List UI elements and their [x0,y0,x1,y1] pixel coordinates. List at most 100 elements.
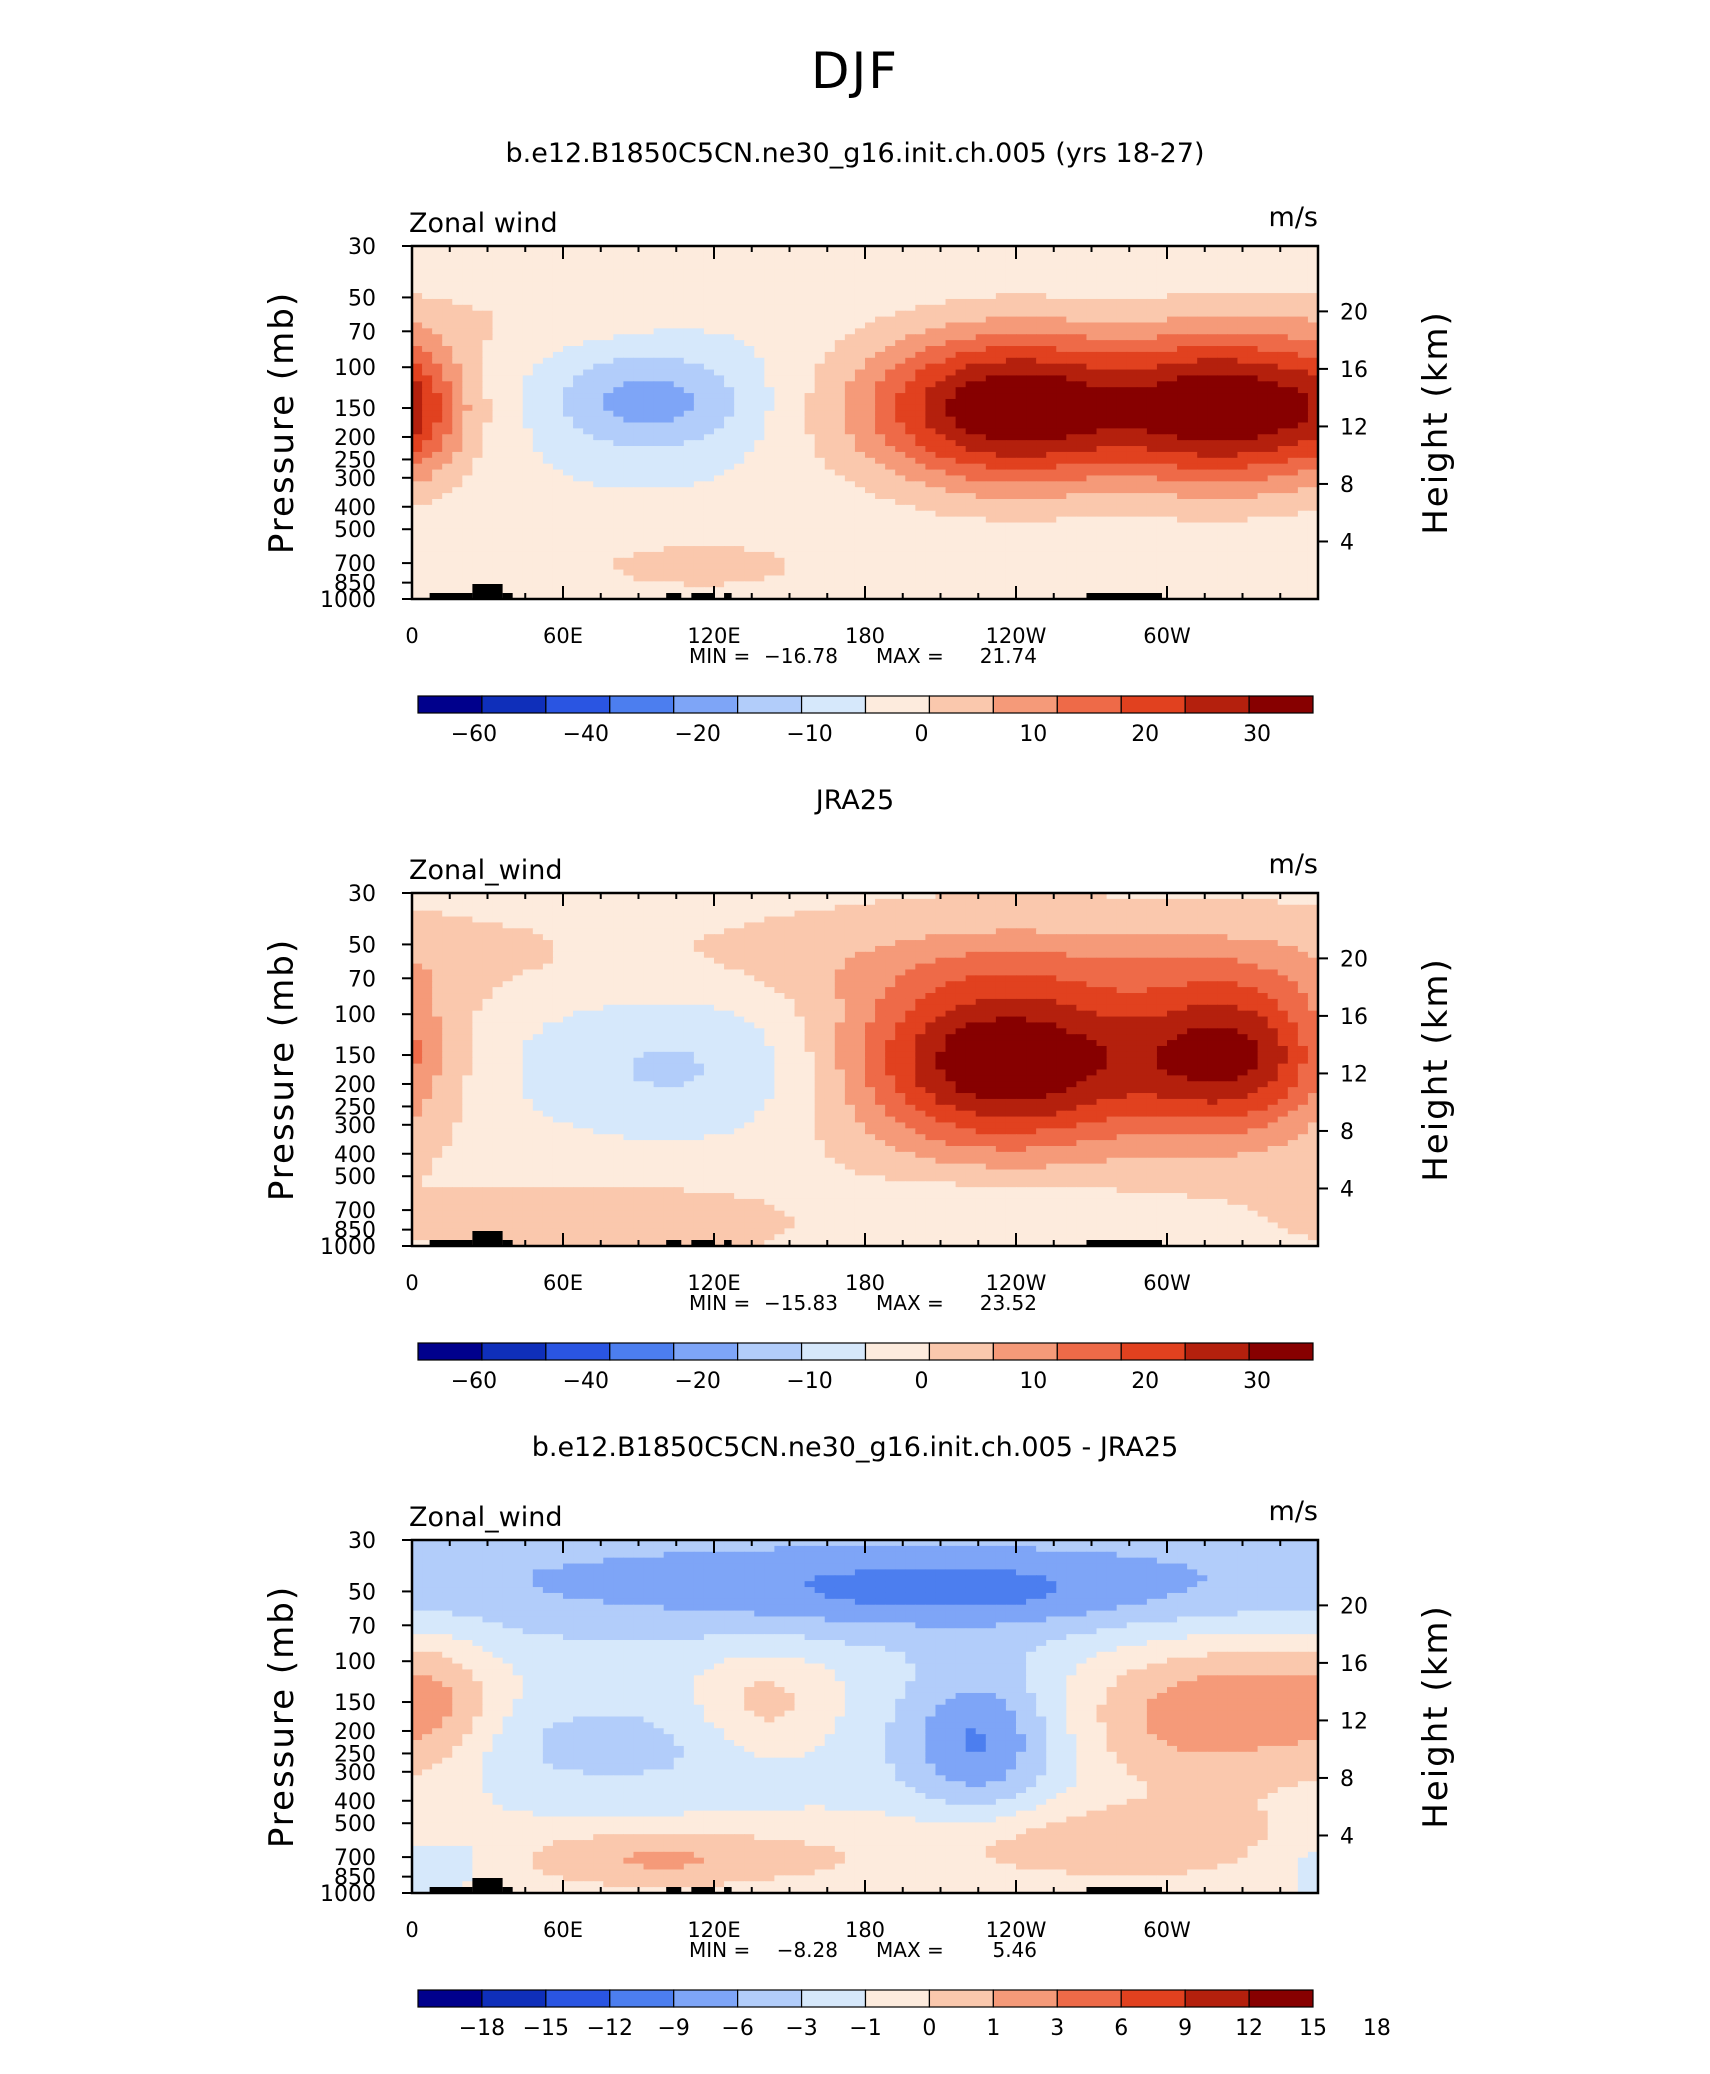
heatmap-cell [643,293,655,300]
heatmap-cell [643,387,655,394]
heatmap-cell [653,451,665,459]
heatmap-cell [764,363,775,371]
heatmap-cell [925,304,937,312]
heatmap-cell [1287,357,1299,365]
heatmap-cell [935,269,947,277]
heatmap-cell [542,351,554,359]
heatmap-cell [945,304,957,312]
heatmap-cell [1257,316,1269,324]
heatmap-cell [754,346,765,353]
heatmap-cell [915,487,926,494]
heatmap-cell [1096,369,1108,377]
heatmap-cell [1046,246,1057,253]
heatmap-cell [482,346,494,353]
heatmap-cell [1217,422,1228,429]
heatmap-cell [744,263,755,271]
heatmap-cell [563,246,574,253]
heatmap-cell [633,375,645,382]
heatmap-cell [1297,381,1309,388]
heatmap-cell [1167,328,1178,335]
heatmap-cell [995,398,1007,406]
heatmap-cell [1177,304,1188,312]
heatmap-cell [1187,534,1198,541]
heatmap-cell [834,457,846,465]
heatmap-cell [1056,422,1067,429]
heatmap-cell [895,487,906,494]
heatmap-cell [814,316,826,324]
heatmap-cell [412,281,423,288]
heatmap-cell [432,346,443,353]
heatmap-cell [1005,246,1017,253]
heatmap-cell [593,387,604,394]
heatmap-cell [1086,510,1098,518]
heatmap-cell [1247,546,1259,553]
heatmap-cell [693,510,705,518]
heatmap-cell [925,557,937,565]
heatmap-cell [1237,410,1249,418]
heatmap-cell [955,469,967,477]
heatmap-cell [985,457,997,465]
heatmap-cell [744,293,755,300]
heatmap-cell [603,322,614,329]
heatmap-cell [432,493,443,500]
heatmap-cell [452,328,463,335]
heatmap-cell [1066,298,1077,306]
heatmap-cell [633,398,645,406]
heatmap-cell [885,404,896,412]
heatmap-cell [975,351,987,359]
heatmap-cell [472,316,484,324]
heatmap-cell [824,316,836,324]
heatmap-cell [975,540,987,547]
heatmap-cell [703,546,715,553]
heatmap-cell [885,510,896,518]
heatmap-cell [593,340,604,347]
heatmap-cell [492,393,504,400]
heatmap-cell [834,428,846,435]
heatmap-cell [1106,269,1118,277]
heatmap-cell [1267,546,1279,553]
heatmap-cell [1005,428,1017,435]
heatmap-cell [532,281,544,288]
heatmap-cell [522,528,534,535]
heatmap-cell [512,404,524,412]
heatmap-cell [432,504,443,512]
heatmap-cell [542,510,554,518]
heatmap-cell [895,263,906,271]
heatmap-cell [895,369,906,377]
heatmap-cell [1056,293,1067,300]
heatmap-cell [814,369,826,377]
heatmap-cell [764,246,775,253]
heatmap-cell [1257,340,1269,347]
heatmap-cell [432,287,443,294]
heatmap-cell [1267,422,1279,429]
heatmap-cell [1056,528,1067,535]
heatmap-cell [1217,251,1228,259]
heatmap-cell [714,504,725,512]
heatmap-cell [1005,416,1017,424]
heatmap-cell [693,316,705,324]
heatmap-cell [1267,287,1279,294]
heatmap-cell [834,569,846,577]
heatmap-cell [1106,346,1118,353]
heatmap-cell [593,251,604,259]
heatmap-cell [854,322,866,329]
heatmap-cell [1005,422,1017,429]
heatmap-cell [814,293,826,300]
heatmap-cell [844,416,856,424]
heatmap-cell [422,310,433,318]
heatmap-cell [442,446,453,453]
heatmap-cell [854,375,866,382]
heatmap-cell [1257,563,1269,571]
heatmap-cell [1277,328,1289,335]
heatmap-cell [1247,540,1259,547]
heatmap-cell [502,481,514,488]
heatmap-cell [703,487,715,494]
heatmap-cell [573,322,584,329]
heatmap-cell [492,346,504,353]
heatmap-cell [633,304,645,312]
heatmap-cell [724,551,735,559]
heatmap-cell [1096,528,1108,535]
heatmap-cell [703,263,715,271]
heatmap-cell [1156,428,1168,435]
heatmap-cell [734,563,745,571]
